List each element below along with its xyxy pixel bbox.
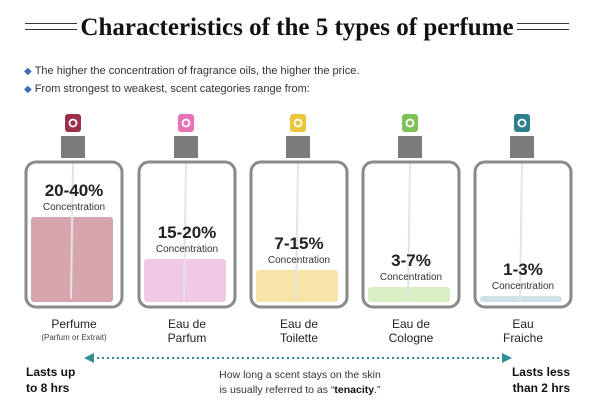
title-bar: Characteristics of the 5 types of perfum… xyxy=(0,10,594,46)
bullet-text: From strongest to weakest, scent categor… xyxy=(34,83,310,95)
concentration-percent: 20-40% xyxy=(44,181,104,200)
perfume-name-line: Parfum xyxy=(167,331,207,345)
concentration-label: Concentration xyxy=(267,255,331,266)
bottle-body xyxy=(137,160,237,309)
dip-tube xyxy=(519,161,523,300)
bullet-item: ◆ The higher the concentration of fragran… xyxy=(24,62,359,80)
cap-nozzle xyxy=(68,118,78,128)
bottle-2: 15-20% Concentration xyxy=(137,110,237,320)
perfume-name-line: Cologne xyxy=(388,331,434,345)
bottle-neck xyxy=(286,136,310,158)
concentration-label: Concentration xyxy=(379,272,443,283)
cap-nozzle xyxy=(517,118,527,128)
bullet-item: ◆ From strongest to weakest, scent catego… xyxy=(24,80,359,98)
concentration-percent: 15-20% xyxy=(157,223,217,242)
bottle-3: 7-15% Concentration xyxy=(249,110,349,320)
concentration-label: Concentration xyxy=(491,281,555,292)
perfume-name-line: Toilette xyxy=(279,331,319,345)
perfume-bottle-icon xyxy=(24,114,124,309)
perfume-name-line: Fraiche xyxy=(502,331,543,345)
bottle-body xyxy=(361,160,461,309)
lasts-less-line2: than 2 hrs xyxy=(512,381,570,395)
perfume-subname: (Parfum or Extrait) xyxy=(41,333,107,342)
bottle-body xyxy=(473,160,573,309)
bottle-cap xyxy=(290,114,306,132)
perfume-bottle-icon xyxy=(137,114,237,309)
perfume-bottle-icon xyxy=(249,114,349,309)
note-post: .” xyxy=(374,384,381,396)
perfume-name: Eau de Cologne xyxy=(356,317,466,345)
bottle-1: 20-40% Concentration xyxy=(24,110,124,320)
bottle-cap xyxy=(514,114,530,132)
bullet-list: ◆ The higher the concentration of fragran… xyxy=(24,62,359,98)
note-line1: How long a scent stays on the skin xyxy=(219,369,381,381)
perfume-name-line: Eau de xyxy=(279,317,319,331)
bottle-neck xyxy=(398,136,422,158)
bottle-body xyxy=(24,160,124,309)
lasts-less-line1: Lasts less xyxy=(511,365,570,379)
perfume-name-line: Eau de xyxy=(167,317,207,331)
perfume-name: Eau de Toilette xyxy=(244,317,354,345)
cap-nozzle xyxy=(405,118,415,128)
bottle-body xyxy=(249,160,349,309)
concentration-percent: 3-7% xyxy=(391,251,431,270)
cap-nozzle xyxy=(181,118,191,128)
diamond-icon: ◆ xyxy=(24,66,32,77)
bottle-neck xyxy=(510,136,534,158)
bottle-4: 3-7% Concentration xyxy=(361,110,461,320)
bottle-neck xyxy=(61,136,85,158)
bottle-cap xyxy=(178,114,194,132)
diamond-icon: ◆ xyxy=(24,84,32,95)
lasts-less-label: Lasts less than 2 hrs xyxy=(512,364,570,396)
title-rule-right xyxy=(517,23,569,30)
bottle-cap xyxy=(65,114,81,132)
concentration-percent: 1-3% xyxy=(503,260,543,279)
perfume-bottle-icon xyxy=(473,114,573,309)
perfume-name-line: Perfume xyxy=(51,317,97,331)
perfume-name-line: Eau xyxy=(512,317,534,331)
lasts-up-label: Lasts up to 8 hrs xyxy=(26,364,75,396)
concentration-percent: 7-15% xyxy=(274,234,324,253)
cap-nozzle xyxy=(293,118,303,128)
bottle-neck xyxy=(174,136,198,158)
bottle-cap xyxy=(402,114,418,132)
dip-tube xyxy=(295,161,299,300)
note-bold: tenacity xyxy=(334,384,375,396)
tenacity-note: How long a scent stays on the skin is us… xyxy=(180,368,420,398)
lasts-up-line2: to 8 hrs xyxy=(26,381,70,395)
perfume-name: Eau Fraiche xyxy=(468,317,578,345)
concentration-label: Concentration xyxy=(42,202,106,213)
dip-tube xyxy=(70,161,74,300)
lasts-up-line1: Lasts up xyxy=(26,365,76,379)
tenacity-arrow xyxy=(0,350,594,366)
bottle-5: 1-3% Concentration xyxy=(473,110,573,320)
note-pre: is usually referred to as “ xyxy=(219,384,335,396)
title-rule-left xyxy=(25,23,77,30)
bullet-text: The higher the concentration of fragranc… xyxy=(34,65,360,77)
concentration-label: Concentration xyxy=(155,244,219,255)
page-title: Characteristics of the 5 types of perfum… xyxy=(80,14,514,41)
perfume-name: Eau de Parfum xyxy=(132,317,242,345)
perfume-name: Perfume (Parfum or Extrait) xyxy=(19,317,129,345)
perfume-name-line: Eau de xyxy=(391,317,431,331)
dip-tube xyxy=(407,161,411,300)
perfume-bottle-icon xyxy=(361,114,461,309)
dip-tube xyxy=(183,161,187,300)
note-line2: is usually referred to as “tenacity.” xyxy=(180,383,420,398)
double-arrow-icon xyxy=(84,353,512,363)
